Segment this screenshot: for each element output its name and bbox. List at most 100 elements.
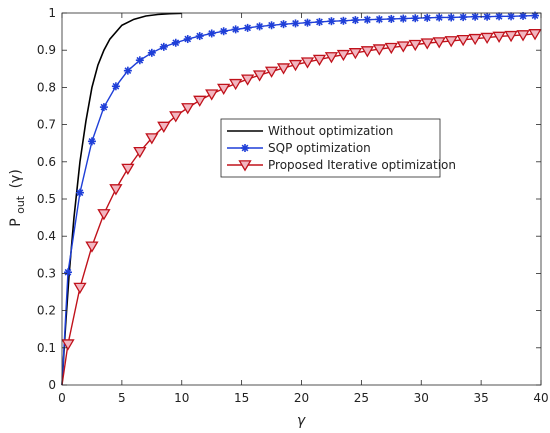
- data-point: [459, 13, 468, 22]
- series-line: [61, 14, 536, 386]
- asterisk-stroke: [447, 14, 455, 21]
- asterisk-stroke: [76, 189, 84, 197]
- legend-label: SQP optimization: [268, 141, 371, 155]
- asterisk-stroke: [363, 16, 371, 24]
- series-line: [61, 33, 536, 386]
- asterisk-stroke: [471, 13, 479, 21]
- y-tick-label: 0.7: [37, 118, 56, 132]
- x-tick-label: 35: [473, 391, 488, 405]
- asterisk-stroke: [304, 19, 311, 27]
- legend-marker: [238, 160, 252, 172]
- asterisk-stroke: [280, 20, 287, 28]
- y-axis-label-subscript: out: [14, 195, 27, 214]
- plot-area: [61, 11, 542, 386]
- asterisk-stroke: [531, 12, 539, 19]
- asterisk-stroke: [411, 14, 419, 22]
- asterisk-stroke: [495, 12, 503, 20]
- data-point: [327, 17, 336, 26]
- data-point: [183, 35, 192, 44]
- asterisk-stroke: [375, 15, 383, 23]
- asterisk-stroke: [399, 15, 407, 22]
- asterisk-stroke: [351, 16, 359, 24]
- data-point: [267, 21, 276, 30]
- data-point: [300, 57, 315, 69]
- y-axis-label-main: P: [8, 218, 24, 226]
- asterisk-stroke: [196, 32, 204, 40]
- data-point: [483, 12, 492, 21]
- asterisk-stroke: [160, 43, 168, 51]
- asterisk-stroke: [220, 27, 228, 35]
- data-point: [447, 13, 456, 22]
- data-point: [432, 37, 446, 49]
- data-point: [396, 41, 410, 53]
- y-tick-label: 1: [48, 6, 56, 20]
- data-point: [387, 14, 396, 23]
- x-tick-label: 40: [533, 391, 548, 405]
- x-tick-label: 0: [58, 391, 66, 405]
- asterisk-stroke: [268, 21, 275, 29]
- data-point: [61, 339, 75, 351]
- data-point: [423, 13, 432, 22]
- data-point: [181, 103, 195, 115]
- data-point: [63, 268, 72, 277]
- y-tick-label: 0.1: [37, 341, 56, 355]
- data-point: [348, 48, 363, 60]
- asterisk-stroke: [232, 25, 240, 33]
- data-point: [73, 282, 87, 295]
- asterisk-stroke: [316, 18, 323, 26]
- data-point: [193, 95, 207, 107]
- y-tick-label: 0.6: [37, 155, 56, 169]
- y-axis-label: P out (γ): [8, 169, 28, 227]
- data-point: [507, 12, 516, 21]
- data-point: [528, 29, 542, 41]
- data-point: [276, 63, 291, 75]
- data-point: [195, 32, 204, 41]
- data-point: [480, 32, 494, 45]
- legend: Without optimization SQP optimization Prop…: [220, 118, 456, 178]
- data-point: [171, 38, 180, 47]
- y-tick-label: 0.3: [37, 266, 56, 280]
- series-1: [61, 11, 540, 386]
- series-0: [61, 12, 182, 386]
- asterisk-stroke: [208, 30, 216, 37]
- asterisk-stroke: [292, 20, 299, 27]
- data-point: [255, 22, 264, 31]
- y-tick-label: 0.2: [37, 304, 56, 318]
- data-point: [217, 83, 231, 96]
- asterisk-stroke: [100, 103, 108, 111]
- asterisk-stroke: [244, 24, 252, 32]
- data-point: [87, 137, 96, 146]
- x-tick-label: 15: [234, 391, 249, 405]
- data-point: [375, 15, 384, 24]
- data-point: [205, 89, 219, 101]
- asterisk-stroke: [88, 137, 96, 145]
- data-point: [288, 59, 303, 72]
- data-point: [504, 30, 518, 43]
- data-point: [468, 33, 482, 46]
- data-point: [97, 209, 111, 221]
- x-tick-label: 30: [414, 391, 429, 405]
- data-point: [384, 42, 398, 55]
- data-point: [123, 66, 132, 75]
- data-point: [169, 111, 183, 123]
- x-axis-label: γ: [297, 413, 306, 429]
- data-point: [231, 25, 240, 34]
- y-tick-label: 0.5: [37, 192, 56, 206]
- asterisk-stroke: [112, 82, 120, 90]
- asterisk-stroke: [483, 13, 491, 21]
- data-point: [291, 19, 300, 28]
- series-line: [61, 12, 182, 386]
- data-point: [456, 35, 470, 47]
- asterisk-stroke: [241, 144, 249, 152]
- y-tick-label: 0.8: [37, 80, 56, 94]
- data-point: [516, 30, 530, 42]
- data-point: [243, 23, 252, 32]
- asterisk-stroke: [387, 15, 395, 23]
- data-point: [279, 20, 288, 29]
- asterisk-stroke: [435, 14, 443, 21]
- data-point: [157, 121, 171, 133]
- data-point: [252, 70, 267, 82]
- data-point: [207, 29, 216, 38]
- legend-marker: [241, 144, 249, 152]
- x-tick-label: 25: [354, 391, 369, 405]
